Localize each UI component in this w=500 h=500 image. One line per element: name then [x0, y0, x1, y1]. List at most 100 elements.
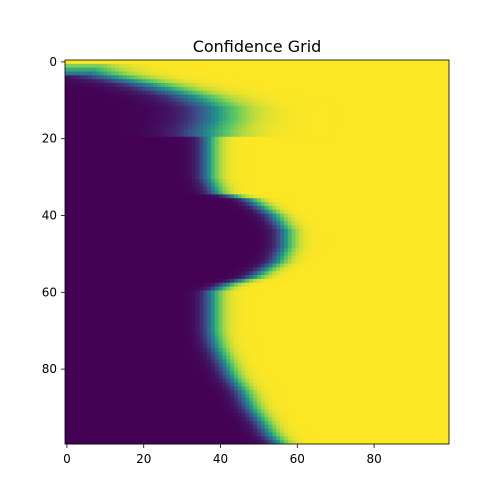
heatmap-cell [203, 67, 208, 72]
heatmap-cell [103, 175, 108, 180]
heatmap-cell [395, 152, 400, 157]
heatmap-cell [314, 228, 319, 234]
heatmap-cell [68, 179, 74, 184]
heatmap-cell [137, 198, 143, 203]
heatmap-cell [257, 205, 262, 211]
heatmap-cell [134, 75, 139, 80]
heatmap-cell [429, 109, 435, 115]
heatmap-cell [65, 175, 70, 180]
heatmap-cell [114, 213, 120, 218]
heatmap-cell [322, 90, 327, 95]
heatmap-cell [114, 148, 120, 153]
heatmap-cell [134, 144, 139, 149]
heatmap-cell [429, 248, 435, 253]
heatmap-cell [241, 198, 246, 203]
heatmap-cell [91, 148, 97, 153]
heatmap-cell [184, 90, 189, 95]
heatmap-cell [425, 117, 431, 122]
heatmap-cell [245, 63, 250, 69]
heatmap-cell [441, 75, 446, 80]
heatmap-cell [333, 175, 339, 180]
heatmap-cell [441, 205, 446, 211]
heatmap-cell [168, 109, 173, 115]
heatmap-cell [306, 171, 312, 176]
heatmap-cell [429, 163, 435, 168]
heatmap-cell [176, 79, 181, 84]
heatmap-cell [368, 209, 373, 214]
heatmap-cell [168, 129, 173, 134]
heatmap-cell [65, 86, 70, 92]
heatmap-cell [207, 236, 212, 241]
heatmap-cell [249, 194, 254, 199]
heatmap-cell [353, 106, 358, 111]
heatmap-cell [253, 90, 258, 95]
heatmap-cell [153, 190, 158, 195]
heatmap-cell [418, 109, 423, 115]
heatmap-cell [241, 67, 246, 72]
heatmap-cell [222, 186, 227, 191]
heatmap-cell [372, 144, 377, 149]
heatmap-cell [429, 186, 435, 191]
heatmap-cell [360, 63, 365, 69]
heatmap-cell [88, 232, 93, 238]
heatmap-cell [345, 179, 350, 184]
heatmap-cell [272, 190, 277, 195]
heatmap-cell [341, 194, 346, 199]
heatmap-cell [287, 125, 292, 130]
heatmap-cell [425, 71, 431, 76]
heatmap-cell [184, 221, 189, 226]
heatmap-cell [268, 205, 273, 211]
heatmap-cell [291, 152, 296, 157]
heatmap-cell [425, 221, 431, 226]
heatmap-cell [176, 213, 181, 218]
heatmap-cell [410, 236, 415, 241]
heatmap-cell [172, 190, 177, 195]
heatmap-cell [226, 83, 231, 88]
heatmap-cell [387, 190, 392, 195]
heatmap-cell [425, 102, 431, 107]
heatmap-cell [295, 113, 300, 118]
heatmap-cell [161, 221, 166, 226]
heatmap-cell [76, 79, 81, 84]
heatmap-cell [191, 167, 196, 172]
heatmap-cell [433, 125, 438, 130]
heatmap-cell [399, 209, 404, 214]
heatmap-cell [149, 67, 154, 72]
heatmap-cell [329, 182, 335, 188]
heatmap-cell [422, 152, 427, 157]
heatmap-cell [214, 159, 219, 165]
heatmap-cell [122, 228, 127, 234]
heatmap-cell [303, 79, 308, 84]
heatmap-cell [84, 109, 89, 115]
heatmap-cell [137, 236, 143, 241]
heatmap-cell [99, 190, 104, 195]
heatmap-cell [130, 106, 135, 111]
heatmap-cell [257, 190, 262, 195]
heatmap-cell [360, 171, 365, 176]
heatmap-cell [214, 202, 219, 207]
heatmap-cell [441, 121, 446, 126]
heatmap-cell [180, 163, 185, 168]
heatmap-cell [445, 175, 450, 180]
heatmap-cell [360, 79, 365, 84]
heatmap-cell [233, 213, 239, 218]
heatmap-cell [441, 125, 446, 130]
heatmap-cell [280, 221, 285, 226]
heatmap-cell [164, 202, 170, 207]
heatmap-cell [210, 213, 216, 218]
heatmap-cell [287, 102, 292, 107]
heatmap-cell [299, 75, 304, 80]
heatmap-cell [245, 109, 250, 115]
heatmap-cell [437, 240, 442, 245]
heatmap-cell [368, 175, 373, 180]
heatmap-cell [91, 117, 97, 122]
heatmap-cell [283, 102, 289, 107]
heatmap-cell [253, 75, 258, 80]
heatmap-cell [65, 198, 70, 203]
heatmap-cell [180, 209, 185, 214]
heatmap-cell [299, 236, 304, 241]
heatmap-cell [111, 106, 116, 111]
heatmap-cell [437, 152, 442, 157]
heatmap-cell [80, 83, 85, 88]
heatmap-cell [303, 102, 308, 107]
